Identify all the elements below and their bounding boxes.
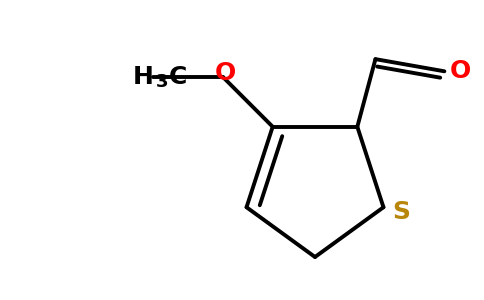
Text: O: O — [214, 61, 236, 85]
Text: 3: 3 — [156, 73, 169, 91]
Text: C: C — [169, 65, 188, 89]
Text: S: S — [393, 200, 410, 224]
Text: O: O — [450, 59, 471, 83]
Text: H: H — [132, 65, 153, 89]
